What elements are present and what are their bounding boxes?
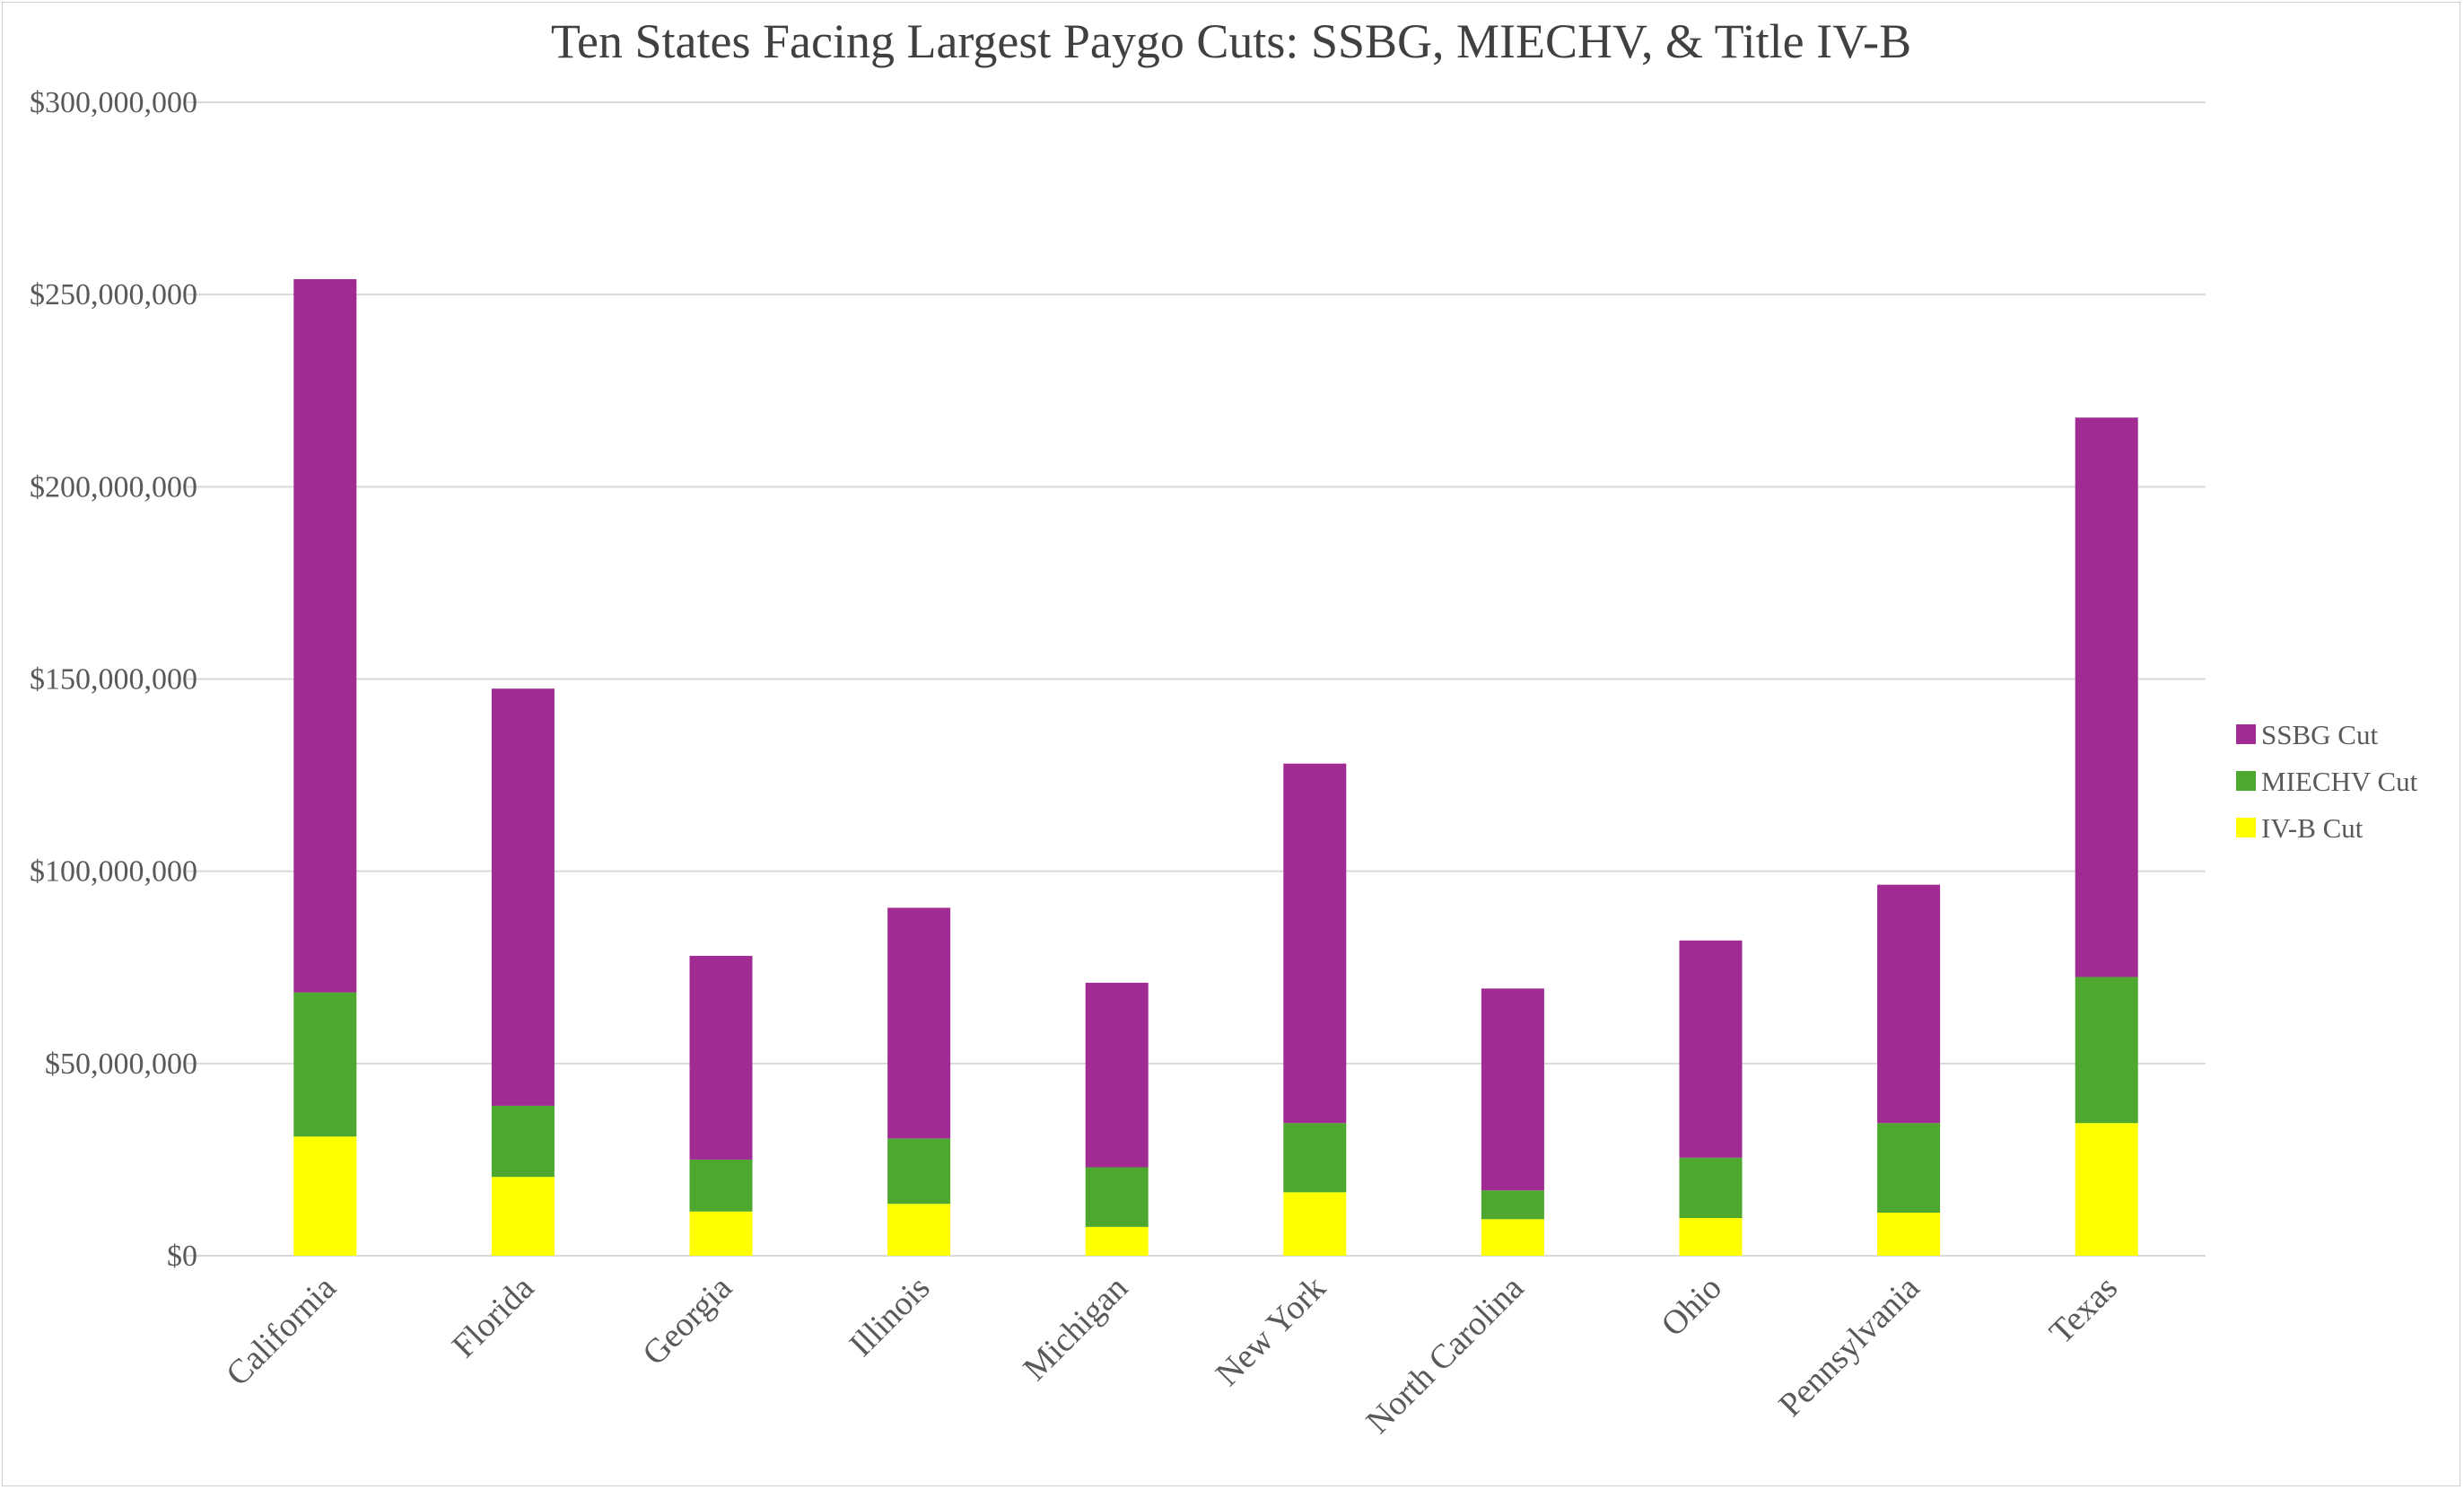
legend-swatch: [2236, 771, 2256, 791]
y-tick-label: $200,000,000: [30, 470, 197, 504]
y-tick-label: $250,000,000: [30, 278, 197, 311]
x-tick-label: Florida: [445, 1269, 541, 1365]
bar-ssbg-cut-georgia: [689, 955, 753, 1160]
x-tick-label: Ohio: [1654, 1269, 1728, 1344]
x-tick-label: Pennsylvania: [1771, 1269, 1927, 1424]
bar-iv-b-cut-pennsylvania: [1877, 1213, 1941, 1256]
legend-label: SSBG Cut: [2261, 719, 2378, 750]
x-tick-label: Texas: [2042, 1269, 2125, 1352]
bar-ssbg-cut-pennsylvania: [1877, 884, 1941, 1124]
x-tick-label: California: [219, 1269, 344, 1394]
legend-label: IV-B Cut: [2261, 812, 2364, 844]
y-tick-label: $0: [167, 1240, 197, 1273]
bar-iv-b-cut-illinois: [887, 1204, 951, 1256]
bar-miechv-cut-california: [293, 992, 357, 1137]
x-tick-label: Georgia: [635, 1269, 739, 1373]
bar-iv-b-cut-ohio: [1679, 1218, 1743, 1256]
x-tick-label: North Carolina: [1359, 1269, 1532, 1442]
bar-ssbg-cut-new-york: [1283, 763, 1347, 1124]
bar-iv-b-cut-michigan: [1085, 1226, 1149, 1256]
x-axis-tick-labels: California Florida Georgia Illinois Michigan…: [219, 1269, 2125, 1442]
y-tick-label: $50,000,000: [45, 1047, 197, 1081]
bar-iv-b-cut-florida: [491, 1177, 555, 1256]
bar-ssbg-cut-california: [293, 279, 357, 993]
bar-miechv-cut-illinois: [887, 1138, 951, 1205]
legend: SSBG Cut MIECHV Cut IV-B Cut: [2236, 719, 2418, 844]
bar-iv-b-cut-north-carolina: [1481, 1219, 1544, 1256]
y-tick-label: $300,000,000: [30, 86, 197, 119]
bar-iv-b-cut-georgia: [689, 1211, 753, 1256]
x-tick-label: Illinois: [843, 1269, 938, 1364]
x-tick-label: New York: [1209, 1269, 1333, 1394]
bars: [293, 279, 2138, 1256]
bar-ssbg-cut-north-carolina: [1481, 988, 1544, 1191]
bar-miechv-cut-georgia: [689, 1159, 753, 1212]
x-tick-label: Michigan: [1016, 1269, 1135, 1389]
y-axis-tick-labels: $0 $50,000,000 $100,000,000 $150,000,000 $20…: [30, 86, 197, 1273]
chart-title: Ten States Facing Largest Paygo Cuts: SS…: [551, 14, 1911, 68]
bar-miechv-cut-north-carolina: [1481, 1190, 1544, 1220]
legend-label: MIECHV Cut: [2261, 766, 2418, 797]
y-tick-label: $150,000,000: [30, 663, 197, 697]
bar-iv-b-cut-new-york: [1283, 1192, 1347, 1256]
bar-miechv-cut-pennsylvania: [1877, 1123, 1941, 1214]
bar-miechv-cut-texas: [2075, 977, 2138, 1124]
legend-swatch: [2236, 724, 2256, 744]
bar-ssbg-cut-florida: [491, 688, 555, 1106]
bar-ssbg-cut-michigan: [1085, 982, 1149, 1168]
legend-swatch: [2236, 818, 2256, 837]
bar-iv-b-cut-california: [293, 1136, 357, 1256]
bar-ssbg-cut-illinois: [887, 907, 951, 1139]
bar-miechv-cut-ohio: [1679, 1157, 1743, 1219]
bar-miechv-cut-michigan: [1085, 1167, 1149, 1227]
bar-miechv-cut-florida: [491, 1105, 555, 1178]
bar-ssbg-cut-ohio: [1679, 940, 1743, 1158]
y-tick-label: $100,000,000: [30, 855, 197, 889]
bar-iv-b-cut-texas: [2075, 1123, 2138, 1256]
bar-miechv-cut-new-york: [1283, 1123, 1347, 1193]
bar-ssbg-cut-texas: [2075, 417, 2138, 977]
